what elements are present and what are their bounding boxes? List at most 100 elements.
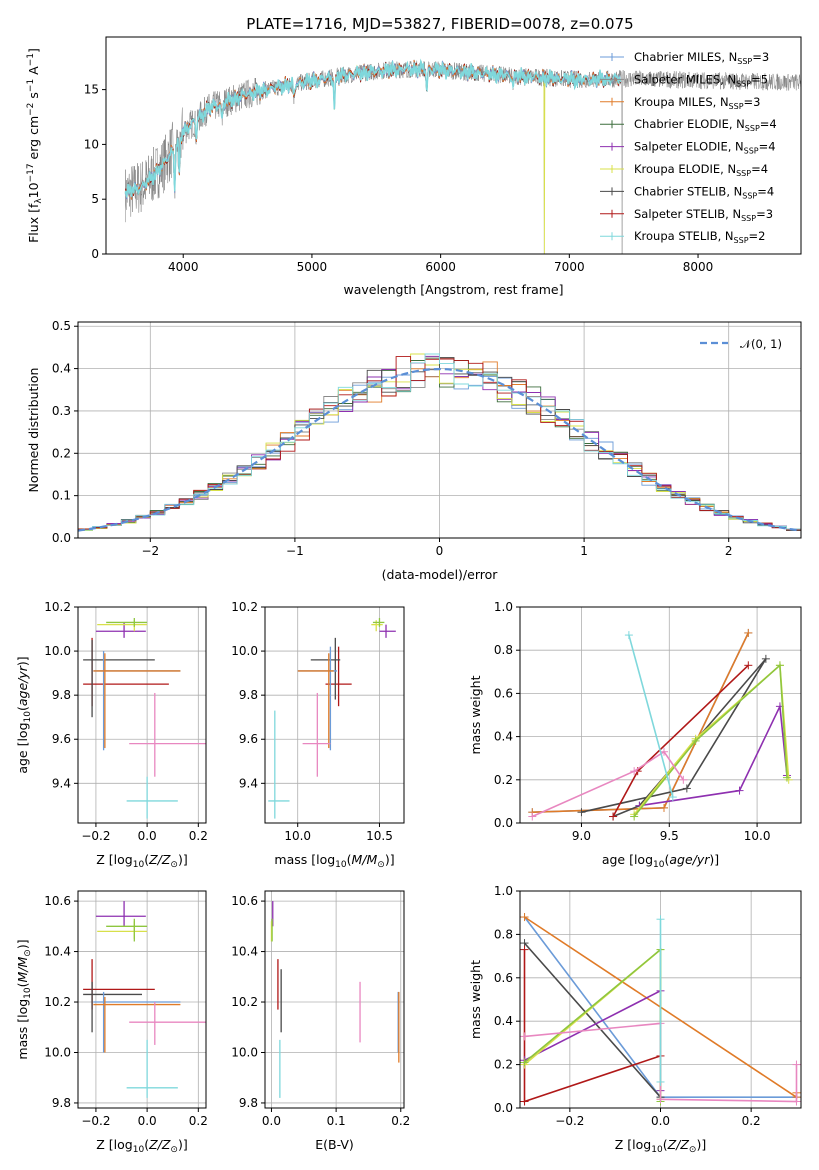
label-part: Z [log <box>96 852 132 867</box>
y-tick-label: 0.6 <box>494 971 513 985</box>
x-tick-label: 0.0 <box>138 829 157 843</box>
label-part: )] <box>178 1137 188 1152</box>
legend-text: Chabrier STELIB, N <box>634 184 742 198</box>
y-tick-label: 9.6 <box>52 732 71 746</box>
legend-sub: SSP <box>736 79 751 88</box>
y-tick-label: 0.6 <box>494 686 513 700</box>
x-axis-label: (data-model)/error <box>382 567 499 582</box>
x-tick-label: −0.2 <box>81 829 110 843</box>
x-axis-label: Z [log10(Z/Z⊙)] <box>96 852 187 870</box>
y-tick-label: 1.0 <box>494 884 513 898</box>
y-axis-label: mass weight <box>468 675 483 754</box>
label-part: age [log <box>602 852 653 867</box>
x-tick-label: 0 <box>436 544 444 558</box>
legend-label: Kroupa ELODIE, NSSP=4 <box>634 162 768 178</box>
mass-weight-vs-metallicity-panel: −0.2 0.0 0.2 0.0 0.2 0.4 0.6 0.8 1.0 Z [log10(Z/Z… <box>468 884 802 1155</box>
x-tick-label: 10.0 <box>744 829 771 843</box>
legend-label: 𝒩(0, 1) <box>740 337 782 351</box>
y-axis-label: Normed distribution <box>26 368 41 493</box>
y-tick-label: 10.0 <box>231 644 258 658</box>
label-part: ( <box>15 706 30 711</box>
label-part: Flux [f <box>26 203 41 243</box>
legend-label: Kroupa STELIB, NSSP=2 <box>634 229 765 245</box>
x-tick-label: 7000 <box>554 260 585 274</box>
axes-frame <box>77 890 207 1109</box>
label-part: ( <box>664 852 669 867</box>
legend-label: Salpeter ELODIE, NSSP=4 <box>634 140 776 156</box>
label-part: )] <box>178 852 188 867</box>
y-tick-label: 10.6 <box>44 894 71 908</box>
label-part: age [log <box>15 722 30 773</box>
label-part: ⊙ <box>689 1145 697 1155</box>
y-tick-label: 0.0 <box>494 816 513 830</box>
label-part: ⊙ <box>170 860 178 870</box>
gaussian-curve <box>78 367 799 532</box>
spectrum-data-line <box>125 60 801 254</box>
plot-area <box>268 618 396 819</box>
y-tick-label: 10.4 <box>231 945 258 959</box>
y-axis-label: Flux [fλ10−17 erg cm−2 s−1 A−1] <box>26 48 44 243</box>
legend-text: Salpeter ELODIE, N <box>634 140 744 154</box>
label-part: A <box>26 66 41 79</box>
label-part: )] <box>709 852 719 867</box>
legend-sub: SSP <box>729 102 744 111</box>
x-axis-label: mass [log10(M/M⊙)] <box>274 852 394 870</box>
y-tick-label: 0.5 <box>52 319 71 333</box>
spectrum-panel: 4000 5000 6000 7000 8000 0 5 10 15 wavelength [An… <box>26 36 802 297</box>
mass-vs-metallicity-panel: −0.2 0.0 0.29.810.010.210.410.6Z [log10(Z/… <box>15 890 208 1155</box>
legend: Chabrier MILES, NSSP=3 Salpeter MILES, NS… <box>600 50 777 245</box>
label-part: )] <box>15 656 30 666</box>
axes-frame <box>264 606 405 824</box>
label-part: −1 <box>26 53 36 66</box>
label-part: 10 <box>133 1145 145 1155</box>
label-part: mass [log <box>15 999 30 1060</box>
legend-label: Salpeter MILES, NSSP=5 <box>634 72 768 88</box>
legend-tail: =4 <box>759 140 776 154</box>
plot-area <box>270 901 400 1098</box>
y-tick-label: 0.2 <box>52 446 71 460</box>
legend-label: Chabrier MILES, NSSP=3 <box>634 50 769 66</box>
label-part: −17 <box>26 163 36 182</box>
x-tick-label: 0.2 <box>742 1114 761 1128</box>
legend-text: Kroupa ELODIE, N <box>634 162 736 176</box>
label-part: 10 <box>335 860 347 870</box>
axes-frame <box>519 606 802 824</box>
x-tick-label: 4000 <box>168 260 199 274</box>
x-tick-label: −2 <box>141 544 159 558</box>
label-part: 10 <box>651 1145 663 1155</box>
plot-area <box>78 353 801 532</box>
legend-tail: =5 <box>751 72 768 86</box>
legend-text: Kroupa STELIB, N <box>634 229 734 243</box>
label-part: Z/Z <box>148 1137 171 1152</box>
y-tick-label: 10.2 <box>231 995 258 1009</box>
y-tick-label: 10.2 <box>231 600 258 614</box>
weight-line <box>523 947 662 1100</box>
x-axis-label: wavelength [Angstrom, rest frame] <box>343 282 563 297</box>
y-tick-label: 9.8 <box>239 688 258 702</box>
y-tick-label: 0 <box>91 247 99 261</box>
label-part: −1 <box>26 79 36 92</box>
y-tick-label: 9.8 <box>239 1096 258 1110</box>
legend-tail: =3 <box>756 207 773 221</box>
legend-label: Salpeter STELIB, NSSP=3 <box>634 207 773 223</box>
y-tick-label: 10.2 <box>44 995 71 1009</box>
legend-sub: SSP <box>737 57 752 66</box>
y-tick-label: 5 <box>91 192 99 206</box>
label-part: s <box>26 92 41 103</box>
legend-text: Kroupa MILES, N <box>634 95 729 109</box>
y-tick-label: 0.4 <box>494 730 513 744</box>
weight-line <box>633 663 788 818</box>
x-tick-label: 9.0 <box>572 829 591 843</box>
y-tick-label: 0.1 <box>52 489 71 503</box>
label-part: M/M <box>352 852 378 867</box>
label-part: )] <box>385 852 395 867</box>
x-tick-label: 5000 <box>297 260 328 274</box>
y-tick-label: 0.4 <box>494 1014 513 1028</box>
spectrum-model-line <box>124 59 621 254</box>
legend-sub: SSP <box>744 147 759 156</box>
y-tick-label: 10.0 <box>231 1045 258 1059</box>
y-axis-label: age [log10(age/yr)] <box>15 656 33 773</box>
label-part: Z/Z <box>667 1137 690 1152</box>
label-part: )] <box>696 1137 706 1152</box>
x-tick-label: 1 <box>580 544 588 558</box>
